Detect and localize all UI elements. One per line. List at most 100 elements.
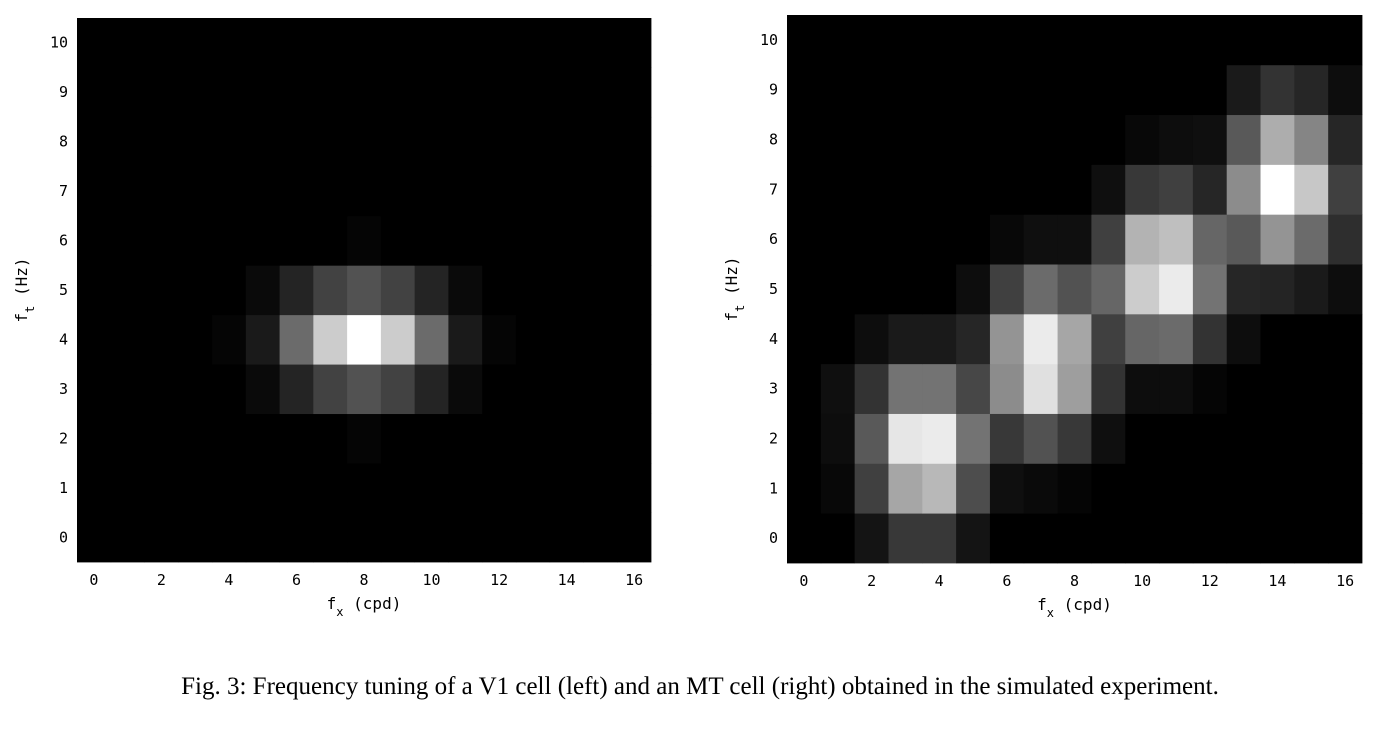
heatmap-cell (1125, 64, 1160, 116)
heatmap-cell (279, 512, 314, 563)
heatmap-cell (820, 463, 856, 514)
heatmap-cell (110, 512, 145, 563)
heatmap-cell (820, 313, 856, 365)
heatmap-cell (178, 18, 213, 68)
heatmap-cell (854, 513, 889, 564)
heatmap-cell (77, 116, 112, 167)
heatmap-cell (1226, 513, 1261, 564)
y-tick-label: 2 (59, 429, 68, 447)
heatmap-cell (380, 265, 416, 316)
heatmap-cell (515, 463, 551, 513)
heatmap-cell (922, 15, 957, 66)
heatmap-cell (1023, 114, 1058, 165)
heatmap-cell (989, 463, 1025, 514)
heatmap-cell (1294, 313, 1329, 365)
heatmap-cell (414, 67, 449, 118)
heatmap-cell (787, 513, 822, 564)
heatmap-cell (448, 265, 483, 316)
heatmap-cell (1159, 15, 1194, 66)
heatmap-cell (178, 265, 213, 316)
heatmap-cell (1192, 214, 1228, 265)
y-axis-label-sub: t (23, 306, 37, 313)
heatmap-cell (347, 413, 382, 464)
heatmap-cell (820, 264, 856, 315)
heatmap-cell (1260, 463, 1295, 514)
heatmap-cell (212, 166, 247, 217)
heatmap-cell (212, 116, 247, 167)
heatmap-cell (854, 264, 889, 315)
x-tick-label: 12 (490, 571, 508, 589)
heatmap-cell (212, 67, 247, 118)
heatmap-cell (922, 264, 957, 315)
heatmap-cell (313, 215, 348, 266)
heatmap-cell (144, 463, 179, 513)
heatmap-cell (1159, 313, 1194, 365)
heatmap-cell (1023, 15, 1058, 66)
heatmap-cell (414, 215, 449, 266)
y-tick-label: 4 (59, 331, 68, 349)
heatmap-cell (1091, 15, 1126, 66)
heatmap-cell (515, 18, 551, 68)
heatmap-cell (1226, 313, 1261, 365)
heatmap-cell (956, 64, 991, 116)
heatmap-cell (1328, 214, 1363, 265)
heatmap-cell (212, 413, 247, 464)
heatmap-cell (1125, 463, 1160, 514)
heatmap-cell (347, 116, 382, 167)
heatmap-cell (144, 512, 179, 563)
heatmap-cell (515, 116, 551, 167)
x-axis-label-base: f (327, 594, 337, 613)
heatmap-cell (448, 463, 483, 513)
heatmap-cell (1226, 64, 1261, 116)
x-tick-label: 2 (157, 571, 166, 589)
heatmap-cell (617, 314, 652, 365)
heatmap-cell (414, 265, 449, 316)
heatmap-cell (448, 166, 483, 217)
heatmap-cell (1328, 164, 1363, 215)
heatmap-cell (1192, 114, 1228, 165)
heatmap-cell (1294, 164, 1329, 215)
heatmap-cell (989, 64, 1025, 116)
heatmap-cell (956, 363, 991, 414)
heatmap-cell (922, 214, 957, 265)
heatmap-cell (448, 18, 483, 68)
heatmap-cell (380, 512, 416, 563)
heatmap-cell (820, 413, 856, 464)
heatmap-cell (313, 166, 348, 217)
heatmap-cell (989, 114, 1025, 165)
heatmap-cell (1260, 114, 1295, 165)
heatmap-cell (787, 264, 822, 315)
heatmap-cell (313, 512, 348, 563)
heatmap-cell (245, 364, 280, 415)
heatmap-cell (1091, 413, 1126, 464)
heatmap-cell (1023, 214, 1058, 265)
heatmap-cell (1091, 513, 1126, 564)
heatmap-cell (854, 164, 889, 215)
x-tick-label: 14 (1268, 572, 1286, 590)
heatmap-cell (956, 313, 991, 365)
heatmap-cell (583, 116, 618, 167)
heatmap-cell (989, 264, 1025, 315)
heatmap-cell (989, 214, 1025, 265)
heatmap-cell (482, 512, 517, 563)
heatmap-cell (110, 116, 145, 167)
heatmap-cell (1328, 15, 1363, 66)
heatmap-cell (989, 313, 1025, 365)
heatmap-cell (1328, 413, 1363, 464)
heatmap-cell (1023, 463, 1058, 514)
heatmap-cell (212, 364, 247, 415)
heatmap-cell (347, 265, 382, 316)
heatmap-cell (888, 363, 923, 414)
heatmap-cell (1294, 463, 1329, 514)
y-tick-label: 1 (59, 479, 68, 497)
heatmap-cell (854, 463, 889, 514)
heatmap-cell (380, 314, 416, 365)
heatmap-cell (245, 116, 280, 167)
heatmap-cell (1091, 214, 1126, 265)
heatmap-cell (178, 67, 213, 118)
heatmap-cell (1192, 313, 1228, 365)
heatmap-cell (414, 116, 449, 167)
heatmap-cell (279, 413, 314, 464)
heatmap-cell (956, 15, 991, 66)
